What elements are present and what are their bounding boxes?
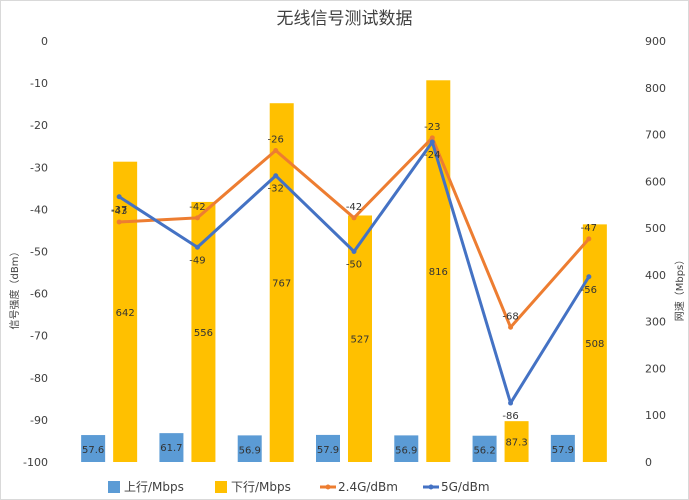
bar-label-1-1: 556 (194, 328, 213, 339)
point-0-1 (194, 215, 200, 221)
point-0-4 (429, 135, 435, 141)
legend-marker-3 (428, 484, 434, 490)
bar-0-4 (394, 435, 419, 462)
point-1-3 (351, 249, 357, 254)
bar-0-2 (237, 435, 262, 462)
legend-swatch-1 (215, 481, 227, 493)
line-label-1-3: -50 (346, 260, 362, 271)
point-0-0 (116, 219, 122, 225)
line-series (116, 135, 592, 406)
line-label-1-5: -86 (502, 411, 518, 422)
right-axis-label: 网速（Mbps） (674, 255, 686, 322)
line-label-1-0: -37 (111, 205, 127, 216)
right-tick-1: 100 (645, 409, 666, 422)
right-tick-4: 400 (645, 269, 666, 282)
bar-0-3 (316, 434, 340, 462)
left-tick-3: -30 (30, 161, 48, 174)
left-tick-5: -50 (30, 246, 48, 259)
left-tick-9: -90 (30, 414, 48, 427)
point-1-2 (273, 173, 279, 179)
point-1-5 (508, 400, 514, 406)
bar-1-0 (113, 161, 138, 463)
legend-label-2: 2.4G/dBm (338, 480, 398, 494)
legend-label-1: 下行/Mbps (231, 480, 291, 494)
bar-1-6 (582, 224, 607, 462)
left-tick-0: 0 (41, 35, 48, 48)
bar-label-1-2: 767 (272, 279, 291, 290)
bar-label-0-3: 57.9 (317, 445, 339, 456)
line-label-0-4: -23 (424, 122, 440, 133)
bar-label-0-2: 56.9 (239, 445, 261, 456)
line-label-0-6: -47 (581, 223, 597, 234)
right-tick-3: 300 (645, 316, 666, 329)
left-tick-1: -10 (30, 77, 48, 90)
bar-1-5 (504, 421, 529, 462)
line-label-1-6: -56 (581, 285, 597, 296)
line-label-0-3: -42 (346, 202, 362, 213)
line-label-0-5: -68 (502, 311, 518, 322)
bar-0-1 (159, 433, 184, 462)
point-0-2 (273, 147, 279, 153)
left-axis-ticks: 0 -10 -20 -30 -40 -50 -60 -70 -80 -90 -100 (23, 35, 48, 469)
legend-marker-2 (325, 484, 331, 490)
bar-label-1-6: 508 (585, 339, 604, 350)
left-tick-4: -40 (30, 203, 48, 216)
bar-label-1-0: 642 (116, 308, 135, 319)
bar-0-5 (472, 435, 497, 462)
line-label-1-2: -32 (268, 184, 284, 195)
point-0-6 (586, 236, 592, 242)
bar-label-0-1: 61.7 (160, 443, 182, 454)
line-label-1-1: -49 (189, 255, 205, 266)
data-labels: 57.6 61.7 56.9 57.9 56.9 56.2 57.9 642 556 767 527… (82, 122, 604, 457)
legend: 上行/Mbps 下行/Mbps 2.4G/dBm 5G/dBm (108, 480, 490, 494)
line-label-0-2: -26 (268, 134, 284, 145)
bar-label-0-0: 57.6 (82, 445, 104, 456)
left-tick-7: -70 (30, 330, 48, 343)
bar-0-0 (81, 435, 106, 462)
left-tick-2: -20 (30, 119, 48, 132)
point-1-4 (429, 139, 435, 145)
bar-label-0-5: 56.2 (473, 446, 495, 457)
line-label-1-4: -24 (424, 150, 440, 161)
right-tick-0: 0 (645, 456, 652, 469)
right-tick-5: 500 (645, 222, 666, 235)
line-label-0-1: -42 (189, 202, 205, 213)
right-tick-8: 800 (645, 82, 666, 95)
point-0-3 (351, 215, 357, 221)
bar-label-1-4: 816 (429, 267, 448, 278)
legend-swatch-0 (108, 481, 120, 493)
bar-label-1-5: 87.3 (505, 438, 527, 449)
legend-label-0: 上行/Mbps (124, 480, 184, 494)
point-1-0 (116, 194, 122, 200)
line-label-0-0: -43 (111, 206, 127, 217)
legend-label-3: 5G/dBm (441, 480, 490, 494)
bar-series (81, 80, 607, 463)
bar-label-0-6: 57.9 (552, 445, 574, 456)
left-tick-6: -60 (30, 288, 48, 301)
right-tick-9: 900 (645, 35, 666, 48)
point-1-1 (194, 244, 200, 250)
point-1-6 (586, 274, 592, 280)
point-0-5 (508, 324, 514, 330)
bar-0-6 (550, 434, 575, 462)
right-tick-6: 600 (645, 175, 666, 188)
right-tick-7: 700 (645, 129, 666, 142)
right-axis-ticks: 0 100 200 300 400 500 600 700 800 900 (645, 35, 666, 469)
left-tick-8: -80 (30, 372, 48, 385)
left-tick-10: -100 (23, 456, 48, 469)
right-tick-2: 200 (645, 362, 666, 375)
bar-label-1-3: 527 (350, 335, 369, 346)
bar-1-3 (348, 215, 372, 462)
bar-label-0-4: 56.9 (395, 445, 417, 456)
left-axis-label: 信号强度（dBm） (8, 247, 21, 330)
chart-title: 无线信号测试数据 (277, 9, 413, 29)
